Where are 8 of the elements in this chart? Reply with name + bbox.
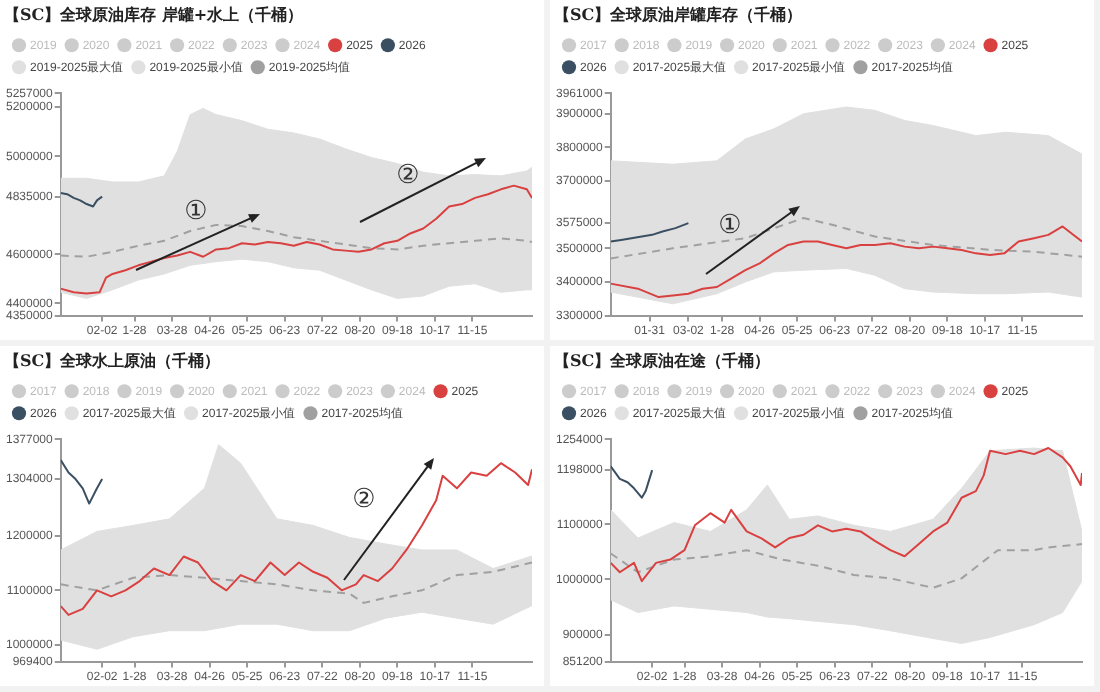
annotation: ① bbox=[718, 210, 742, 241]
chart-title: 【SC】全球原油岸罐库存（千桶） bbox=[554, 3, 803, 24]
chart-title: 【SC】全球原油库存 岸罐+水上（千桶） bbox=[4, 3, 304, 24]
annotation: ② bbox=[396, 160, 420, 191]
annotation: ① bbox=[184, 196, 208, 227]
chart-title: 【SC】全球原油在途（千桶） bbox=[554, 349, 771, 370]
chart-title: 【SC】全球水上原油（千桶） bbox=[4, 349, 221, 370]
annotation: ② bbox=[352, 484, 376, 515]
